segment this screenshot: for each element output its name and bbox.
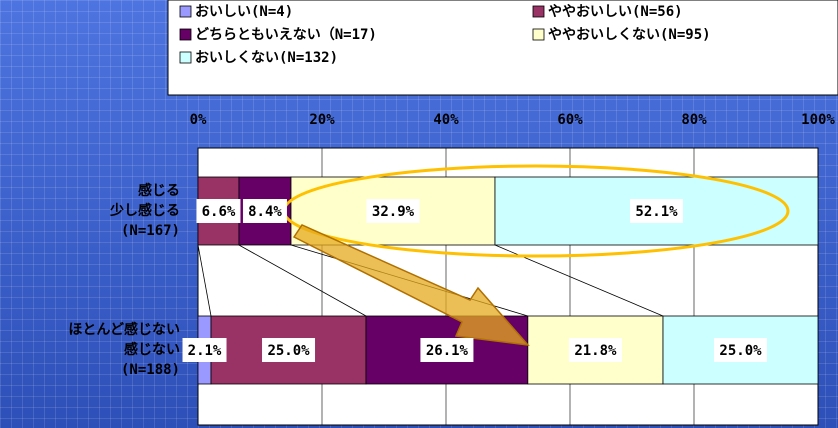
label-box: [714, 338, 767, 362]
label-box: [242, 199, 287, 223]
legend-swatch: [179, 5, 192, 18]
legend-swatch: [532, 28, 545, 41]
data-label: 8.4%: [248, 204, 282, 220]
x-tick-label: 40%: [433, 112, 459, 128]
label-box: [196, 199, 241, 223]
legend-swatch: [532, 5, 545, 18]
arrow: [292, 224, 530, 346]
legend-swatch: [179, 28, 192, 41]
category-label: 感じる 少し感じる (N=167): [110, 183, 180, 239]
data-label: 25.0%: [267, 343, 310, 359]
x-tick-label: 60%: [557, 112, 583, 128]
data-label: 21.8%: [574, 343, 617, 359]
legend-label: ややおいしい(N=56): [548, 4, 683, 20]
legend-label: どちらともいえない（N=17): [195, 27, 377, 43]
data-label: 26.1%: [426, 343, 469, 359]
data-label: 25.0%: [719, 343, 762, 359]
x-tick-label: 100%: [801, 112, 835, 128]
legend-label: おいしくない(N=132): [195, 50, 338, 66]
x-tick-label: 80%: [681, 112, 707, 128]
legend-label: おいしい(N=4): [195, 4, 293, 20]
connector: [238, 244, 367, 317]
label-box: [262, 338, 316, 362]
data-label: 32.9%: [372, 204, 415, 220]
legend-box: [167, 0, 838, 96]
x-tick-label: 0%: [190, 112, 207, 128]
label-box: [420, 338, 474, 362]
label-box: [182, 338, 227, 362]
legend-label: ややおいしくない(N=95): [548, 27, 711, 43]
x-tick-label: 20%: [309, 112, 335, 128]
data-label: 2.1%: [188, 343, 222, 359]
legend-swatch: [179, 51, 192, 64]
label-box: [629, 199, 683, 223]
data-label: 6.6%: [202, 204, 236, 220]
data-label: 52.1%: [635, 204, 678, 220]
label-box: [568, 338, 622, 362]
category-label: ほとんど感じない 感じない (N=188): [68, 322, 180, 378]
label-box: [366, 199, 420, 223]
connector: [197, 244, 212, 317]
